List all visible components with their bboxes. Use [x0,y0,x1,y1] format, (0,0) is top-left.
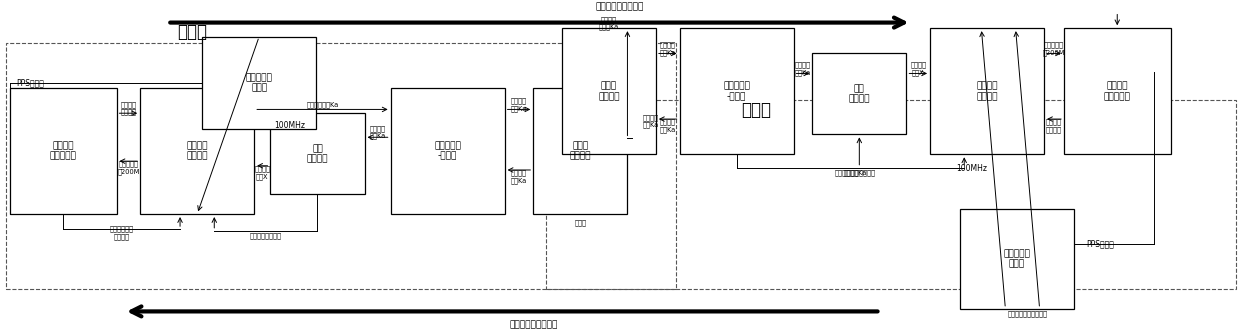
Bar [1064,28,1171,154]
Text: 接收定标机
-环形器: 接收定标机 -环形器 [723,82,750,101]
Text: 发射同步
信号Ka: 发射同步 信号Ka [642,114,658,128]
Bar [930,28,1044,154]
Text: 发射同步本标信号: 发射同步本标信号 [249,232,281,239]
Text: 接收同步本振开关脉冲: 接收同步本振开关脉冲 [1008,310,1048,317]
Bar [546,100,1236,289]
Text: 接收星同步信号路径: 接收星同步信号路径 [508,320,558,329]
Bar [562,28,656,154]
Text: 发射频综
中频接收: 发射频综 中频接收 [186,141,208,161]
Text: 发射星
同步天线: 发射星 同步天线 [569,141,591,161]
Text: 100MHz: 100MHz [274,121,305,130]
Text: PPS、授时: PPS、授时 [1086,239,1114,249]
Bar [140,88,254,214]
Text: 接收同步
信号处理机: 接收同步 信号处理机 [1104,82,1131,101]
Text: 发射同步本振
开关脉冲: 发射同步本振 开关脉冲 [109,225,134,239]
Bar [391,88,505,214]
Bar [202,37,316,129]
Text: 同步
高频组件: 同步 高频组件 [848,84,870,104]
Text: 发射同步
信号Ka: 发射同步 信号Ka [795,61,811,76]
Text: 发射定标机
-环形器: 发射定标机 -环形器 [434,141,461,161]
Text: 发射同步信
号200M: 发射同步信 号200M [1043,42,1065,55]
Text: 接收同步
信号Ka: 接收同步 信号Ka [660,119,676,133]
Text: 发射同步信号Ka: 发射同步信号Ka [306,101,339,108]
Text: 接收同步本标信号: 接收同步本标信号 [843,169,875,176]
Text: 发射同步
信号Ka: 发射同步 信号Ka [660,42,676,55]
Bar [6,43,676,289]
Bar [680,28,794,154]
Text: 发射星: 发射星 [574,219,587,226]
Text: 接收频综
中频接收: 接收频综 中频接收 [976,82,998,101]
Text: 双星同步时
钟单元: 双星同步时 钟单元 [246,73,273,93]
Text: 接收同步
信号Ka: 接收同步 信号Ka [511,170,527,184]
Text: 接收同步
开关脉冲: 接收同步 开关脉冲 [1047,119,1061,133]
Bar [533,88,627,214]
Text: 发射星同步信号路径: 发射星同步信号路径 [595,3,645,12]
Text: 100MHz: 100MHz [956,164,987,173]
Bar [812,53,906,134]
Text: 发射同步
信号Ka: 发射同步 信号Ka [511,97,527,112]
Text: 接收星
同步天线: 接收星 同步天线 [598,82,620,101]
Text: 接收到步信
号200M: 接收到步信 号200M [117,161,140,175]
Text: 接收星同
步信号Ka: 接收星同 步信号Ka [599,16,619,30]
Text: 同步
高频组件: 同步 高频组件 [306,144,329,163]
Text: 双星同步时
钟单元: 双星同步时 钟单元 [1003,249,1030,269]
Text: PPS、授时: PPS、授时 [16,78,43,88]
Text: 发射同步
信号X: 发射同步 信号X [910,61,926,76]
Text: 接收星: 接收星 [742,101,771,119]
Text: 发射星: 发射星 [177,23,207,41]
Text: 接收同步
信号X: 接收同步 信号X [254,165,270,180]
Text: 接收同步信号Ka: 接收同步信号Ka [835,169,867,176]
Text: 发射同步
开关脉冲: 发射同步 开关脉冲 [120,101,136,115]
Bar [270,113,365,194]
Bar [960,209,1074,309]
Text: 接收同步
信号Ka: 接收同步 信号Ka [370,125,386,139]
Bar [10,88,117,214]
Text: 发射同步
信号处理机: 发射同步 信号处理机 [50,141,77,161]
